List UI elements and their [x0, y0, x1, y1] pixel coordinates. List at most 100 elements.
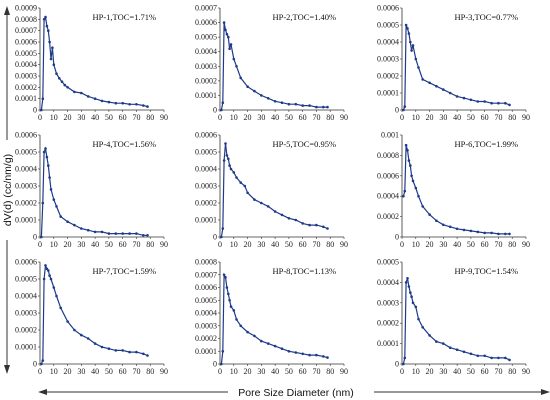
x-tick-label: 40 — [91, 113, 99, 122]
data-point — [483, 354, 487, 358]
data-point — [326, 227, 329, 230]
data-point — [402, 108, 405, 112]
y-tick-label: 0.0001 — [15, 216, 37, 225]
data-point — [135, 232, 138, 235]
y-tick-label: 0.0004 — [195, 309, 217, 318]
x-tick-label: 0 — [218, 367, 222, 376]
x-tick-label: 0 — [38, 113, 42, 122]
chart-panel: 0 0.0001 0.0002 0.0003 0.0004 0.0005 0.0006 0 10… — [15, 258, 168, 377]
data-point — [100, 99, 104, 103]
data-point — [448, 225, 452, 229]
data-point — [417, 194, 420, 198]
data-point — [455, 348, 459, 352]
x-tick-label: 60 — [299, 113, 307, 122]
x-tick-label: 20 — [244, 113, 252, 122]
data-point — [235, 176, 238, 179]
x-tick-label: 60 — [481, 113, 489, 122]
data-point — [73, 223, 76, 227]
x-tick-label: 50 — [467, 113, 475, 122]
data-point — [246, 191, 249, 195]
data-point — [476, 100, 480, 103]
data-point — [315, 223, 318, 227]
data-point — [266, 97, 270, 100]
data-point — [469, 352, 473, 356]
data-point — [294, 351, 298, 354]
data-point — [421, 326, 425, 329]
x-tick-label: 0 — [38, 240, 42, 249]
data-point — [232, 309, 236, 312]
x-tick-label: 30 — [439, 240, 447, 249]
x-tick-label: 0 — [400, 240, 404, 249]
data-point — [407, 159, 411, 162]
data-point — [142, 234, 145, 237]
y-tick-label: 0.0006 — [195, 131, 217, 140]
x-tick-label: 40 — [453, 367, 461, 376]
x-tick-label: 90 — [160, 240, 168, 249]
x-tick-label: 40 — [271, 113, 279, 122]
y-tick-label: 0.0006 — [15, 258, 37, 267]
data-point — [406, 149, 409, 152]
data-point — [414, 186, 418, 190]
data-point — [294, 102, 298, 106]
data-point — [301, 104, 305, 107]
x-tick-label: 40 — [271, 367, 279, 376]
y-tick-label: 0.0001 — [195, 91, 217, 100]
y-tick-label: 0.0005 — [195, 33, 217, 42]
data-point — [273, 210, 277, 213]
series-line — [40, 15, 148, 111]
x-tick-label: 40 — [453, 240, 461, 249]
panel-title: HP-3,TOC=0.77% — [454, 12, 518, 22]
y-tick-label: 0.0006 — [377, 171, 399, 180]
y-tick-label: 0 — [33, 106, 37, 115]
x-tick-label: 50 — [467, 367, 475, 376]
data-point — [442, 88, 445, 91]
data-point — [462, 96, 466, 100]
data-point — [435, 340, 438, 343]
data-point — [448, 91, 452, 95]
data-point — [228, 164, 231, 167]
data-point — [409, 164, 412, 167]
x-tick-label: 50 — [285, 367, 293, 376]
data-point — [51, 46, 54, 49]
x-tick-label: 80 — [508, 113, 516, 122]
y-tick-label: 0.0002 — [377, 319, 399, 328]
data-point — [497, 356, 500, 360]
y-tick-label: 0.0007 — [195, 4, 217, 13]
data-point — [490, 101, 493, 105]
y-tick-label: 0.0004 — [15, 165, 37, 174]
x-tick-label: 0 — [400, 367, 404, 376]
x-tick-label: 70 — [132, 240, 140, 249]
x-tick-label: 90 — [340, 113, 348, 122]
data-point — [287, 217, 291, 220]
data-point — [462, 228, 466, 232]
data-point — [52, 63, 56, 66]
x-tick-label: 50 — [105, 240, 113, 249]
data-point — [260, 201, 263, 205]
y-tick-label: 0.0004 — [377, 38, 399, 47]
data-point — [222, 159, 226, 162]
series-line — [40, 265, 148, 365]
data-point — [114, 349, 118, 352]
data-point — [260, 94, 263, 97]
y-tick-label: 0.0005 — [15, 148, 37, 157]
y-tick-label: 0.0004 — [15, 292, 37, 301]
data-point — [49, 188, 53, 191]
data-point — [406, 277, 409, 280]
x-tick-label: 60 — [299, 240, 307, 249]
y-tick-label: 0.001 — [381, 131, 399, 140]
data-point — [402, 362, 405, 366]
x-tick-label: 20 — [64, 240, 72, 249]
data-point — [146, 354, 149, 357]
data-point — [232, 57, 236, 61]
figure-x-label: Pore Size Diameter (nm) — [238, 387, 354, 399]
data-point — [52, 198, 56, 201]
y-tick-label: 0.0004 — [377, 278, 399, 287]
data-point — [414, 305, 418, 309]
x-tick-label: 80 — [508, 240, 516, 249]
x-tick-label: 20 — [64, 113, 72, 122]
data-point — [135, 350, 138, 354]
data-point — [504, 232, 507, 236]
data-point — [239, 76, 242, 80]
data-point — [107, 100, 111, 104]
data-point — [253, 198, 256, 201]
